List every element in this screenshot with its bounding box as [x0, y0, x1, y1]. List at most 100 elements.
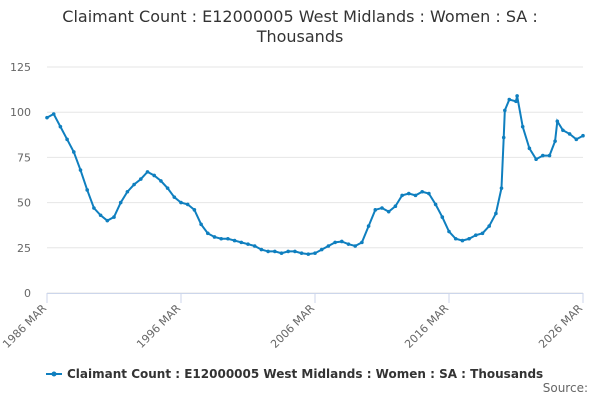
- y-tick-label: 100: [10, 106, 31, 119]
- point: [118, 200, 123, 205]
- chart-title: Claimant Count : E12000005 West Midlands…: [62, 7, 537, 46]
- y-tick-label: 125: [10, 61, 31, 74]
- line-series: [46, 95, 584, 256]
- point: [65, 137, 69, 142]
- title-line: Thousands: [256, 27, 344, 46]
- point: [139, 177, 143, 181]
- point: [219, 236, 223, 241]
- x-tick-label: 2006 MAR: [268, 302, 317, 351]
- point: [199, 222, 203, 227]
- point: [380, 206, 384, 210]
- point: [286, 249, 291, 254]
- point: [266, 249, 270, 254]
- point: [252, 244, 257, 248]
- source: Source:: [543, 381, 588, 395]
- point: [541, 153, 545, 158]
- point: [503, 108, 507, 113]
- point: [78, 168, 83, 172]
- point: [400, 193, 404, 198]
- point: [185, 202, 190, 207]
- point: [192, 208, 197, 212]
- point: [420, 189, 425, 194]
- point: [407, 191, 411, 196]
- point: [98, 213, 103, 218]
- point: [467, 236, 471, 241]
- y-tick-label: 25: [17, 242, 31, 255]
- y-tick-label: 0: [24, 287, 31, 300]
- point: [393, 204, 398, 209]
- point: [45, 115, 49, 120]
- x-tick-label: 2016 MAR: [402, 302, 451, 351]
- point: [581, 133, 585, 138]
- point: [306, 252, 311, 256]
- point: [433, 202, 438, 207]
- point: [527, 146, 532, 151]
- point: [273, 249, 277, 254]
- point: [232, 238, 237, 243]
- point: [226, 236, 230, 241]
- point: [125, 189, 130, 194]
- title-line: Claimant Count : E12000005 West Midlands…: [62, 7, 537, 26]
- point: [373, 208, 378, 212]
- point: [553, 139, 557, 143]
- point: [440, 215, 445, 219]
- point: [72, 150, 76, 154]
- point: [360, 240, 364, 245]
- point: [112, 215, 116, 219]
- point: [346, 242, 351, 246]
- point: [501, 135, 506, 140]
- point: [326, 244, 331, 248]
- point: [555, 119, 560, 124]
- point: [172, 195, 177, 199]
- point: [165, 186, 170, 190]
- point: [567, 132, 572, 136]
- point: [453, 236, 458, 241]
- point: [132, 182, 136, 187]
- point: [447, 229, 451, 234]
- point: [514, 99, 518, 104]
- point: [85, 188, 89, 192]
- point: [58, 124, 63, 129]
- point: [574, 137, 579, 142]
- point: [386, 209, 391, 214]
- point: [299, 251, 304, 256]
- x-tick-label: 1986 MAR: [0, 302, 49, 351]
- point: [246, 242, 250, 246]
- point: [534, 157, 538, 162]
- point: [487, 224, 492, 228]
- point: [92, 206, 96, 210]
- y-tick-label: 50: [17, 197, 31, 210]
- x-tick-label: 1996 MAR: [134, 302, 183, 351]
- point: [152, 173, 156, 178]
- point: [561, 128, 565, 133]
- point: [293, 249, 297, 254]
- point: [145, 170, 150, 174]
- point: [353, 244, 358, 248]
- point: [520, 124, 525, 129]
- point: [51, 112, 56, 116]
- point: [499, 186, 504, 190]
- point: [259, 247, 264, 252]
- point: [105, 218, 110, 223]
- point: [547, 153, 552, 158]
- point: [515, 94, 519, 98]
- point: [179, 200, 183, 205]
- point: [474, 233, 478, 237]
- legend-label: Claimant Count : E12000005 West Midlands…: [67, 367, 543, 381]
- point: [413, 193, 418, 198]
- point: [494, 211, 498, 216]
- point: [507, 97, 512, 102]
- point: [206, 231, 210, 236]
- point: [313, 251, 317, 256]
- point: [480, 231, 485, 236]
- point: [319, 247, 324, 252]
- point: [239, 240, 244, 245]
- x-tick-label: 2026 MAR: [536, 302, 585, 351]
- point: [427, 191, 431, 196]
- point: [159, 179, 163, 183]
- y-tick-label: 75: [17, 151, 31, 164]
- point: [333, 240, 337, 245]
- point: [212, 235, 217, 239]
- point: [279, 251, 284, 256]
